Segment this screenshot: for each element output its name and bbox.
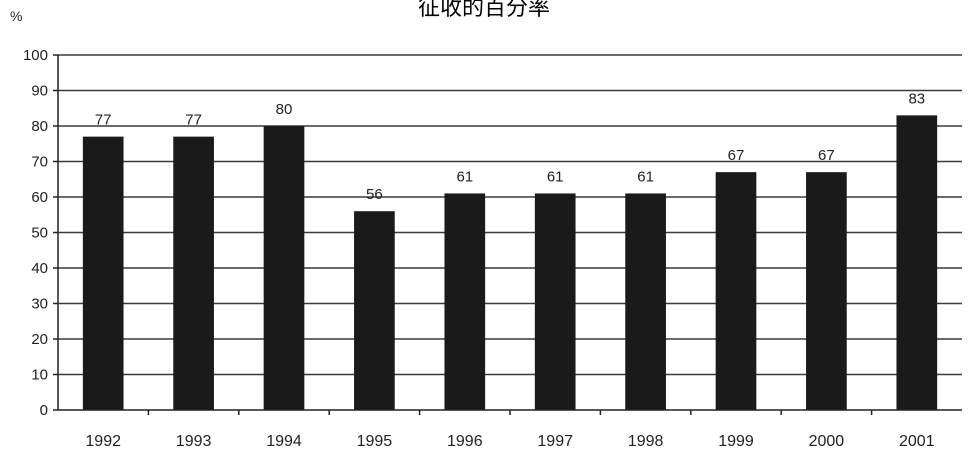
axes	[57, 55, 962, 411]
data-label: 61	[456, 168, 473, 185]
bar-2000	[806, 172, 847, 410]
data-label: 61	[547, 168, 564, 185]
x-tick-label: 1996	[447, 433, 483, 450]
y-tick-label: 90	[31, 83, 48, 100]
x-tick-label: 1992	[85, 433, 121, 450]
data-label: 67	[728, 147, 745, 164]
data-labels: 77 77 80 56 61 61 61 67 67 83	[95, 90, 925, 203]
y-tick-label: 0	[40, 402, 48, 419]
y-axis-unit-label: %	[10, 8, 23, 24]
bar-1994	[263, 126, 305, 410]
data-label: 56	[366, 186, 383, 203]
bar-1993	[173, 136, 214, 410]
x-tick-label: 2001	[899, 433, 935, 450]
x-tick-label: 1995	[357, 433, 393, 450]
x-tick-label: 1993	[176, 433, 212, 450]
x-tick-label: 1998	[628, 433, 664, 450]
bar-1995	[354, 211, 395, 410]
y-axis-ticks: 0 10 20 30 40 50 60 70 80 90 100	[23, 47, 58, 419]
y-tick-label: 70	[31, 154, 48, 171]
data-label: 77	[95, 112, 112, 129]
bar-2001	[896, 115, 938, 410]
chart-title: 征收的百分率	[417, 0, 550, 21]
bar-1998	[625, 193, 666, 410]
y-tick-label: 20	[31, 331, 48, 348]
data-label: 61	[637, 168, 654, 185]
bar-1992	[82, 136, 124, 410]
x-axis-ticks: 1992 1993 1994 1995 1996 1997 1998 1999 2000 2001	[85, 410, 935, 450]
bars	[82, 115, 938, 410]
x-tick-label: 1997	[537, 433, 573, 450]
y-tick-label: 100	[23, 47, 48, 64]
data-label: 77	[185, 112, 202, 129]
x-tick-label: 1994	[266, 433, 302, 450]
x-tick-label: 1999	[718, 433, 754, 450]
data-label: 67	[818, 147, 835, 164]
data-label: 83	[908, 90, 925, 107]
x-tick-label: 2000	[809, 433, 845, 450]
data-label: 80	[276, 101, 293, 118]
bar-1999	[715, 172, 757, 410]
bar-1997	[534, 193, 576, 410]
y-tick-label: 10	[31, 367, 48, 384]
y-tick-label: 60	[31, 189, 48, 206]
bar-1996	[444, 193, 486, 410]
y-tick-label: 30	[31, 296, 48, 313]
y-tick-label: 80	[31, 118, 48, 135]
y-tick-label: 50	[31, 225, 48, 242]
y-tick-label: 40	[31, 260, 48, 277]
